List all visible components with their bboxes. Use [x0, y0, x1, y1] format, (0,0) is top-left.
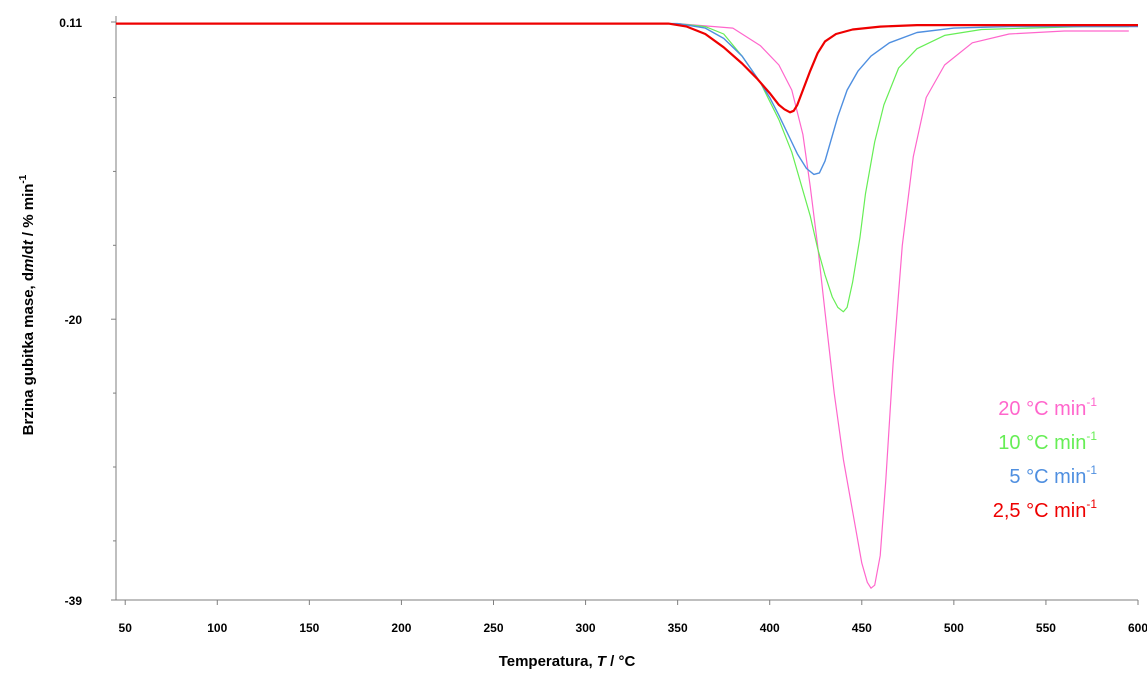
- y-tick-label: -20: [65, 313, 83, 327]
- x-tick-label: 300: [576, 621, 596, 635]
- y-axis-title: Brzina gubitka mase, dm/dt / % min-1: [18, 174, 37, 435]
- x-tick-label: 500: [944, 621, 964, 635]
- y-axis-title-part: /d: [20, 245, 37, 258]
- x-axis-title-prefix: Temperatura,: [499, 653, 597, 670]
- x-tick-label: 550: [1036, 621, 1056, 635]
- y-axis-title-part: Brzina gubitka mase, d: [20, 272, 37, 435]
- x-axis-title-symbol: T: [597, 653, 608, 670]
- x-tick-label: 200: [391, 621, 411, 635]
- legend-entry: 20 °C min-1: [998, 395, 1097, 420]
- series-line: [116, 23, 1129, 589]
- legend-entry-superscript: -1: [1086, 429, 1097, 443]
- y-axis-title-part: / % min: [20, 184, 37, 241]
- labels-layer: Temperatura, T / °C Brzina gubitka mase, …: [18, 174, 1097, 670]
- series-line: [116, 22, 1138, 114]
- legend-entry-superscript: -1: [1086, 395, 1097, 409]
- x-tick-label: 450: [852, 621, 872, 635]
- x-tick-label: 50: [119, 621, 133, 635]
- y-axis-title-part: t: [20, 239, 37, 245]
- x-tick-label: 150: [299, 621, 319, 635]
- x-tick-label: 100: [207, 621, 227, 635]
- y-axis-title-superscript: -1: [18, 174, 29, 183]
- legend-entry: 10 °C min-1: [998, 429, 1097, 454]
- series-line: [116, 23, 1129, 313]
- legend-entry-name: 20 °C min: [998, 398, 1086, 420]
- y-axis-title-part: m: [20, 259, 37, 272]
- legend-entry-name: 2,5 °C min: [993, 500, 1087, 522]
- legend-entry-superscript: -1: [1086, 463, 1097, 477]
- x-tick-label: 250: [483, 621, 503, 635]
- legend-entry-name: 10 °C min: [998, 432, 1086, 454]
- series-line: [116, 22, 1138, 176]
- x-tick-label: 350: [668, 621, 688, 635]
- legend-entry: 2,5 °C min-1: [993, 497, 1098, 522]
- x-tick-label: 400: [760, 621, 780, 635]
- x-axis-title: Temperatura, T / °C: [499, 653, 636, 670]
- x-axis-title-unit: / °C: [606, 653, 636, 670]
- y-tick-label: -39: [65, 594, 83, 608]
- y-tick-label: 0.11: [59, 16, 82, 30]
- legend-entry-name: 5 °C min: [1009, 466, 1086, 488]
- axes: 50 100 150 200 250 300 350 400 450 500 550 600 0.11 -…: [59, 16, 1147, 635]
- series-layer: [116, 22, 1138, 589]
- x-tick-label: 600: [1128, 621, 1147, 635]
- legend-entry-superscript: -1: [1086, 497, 1097, 511]
- legend-entry: 5 °C min-1: [1009, 463, 1097, 488]
